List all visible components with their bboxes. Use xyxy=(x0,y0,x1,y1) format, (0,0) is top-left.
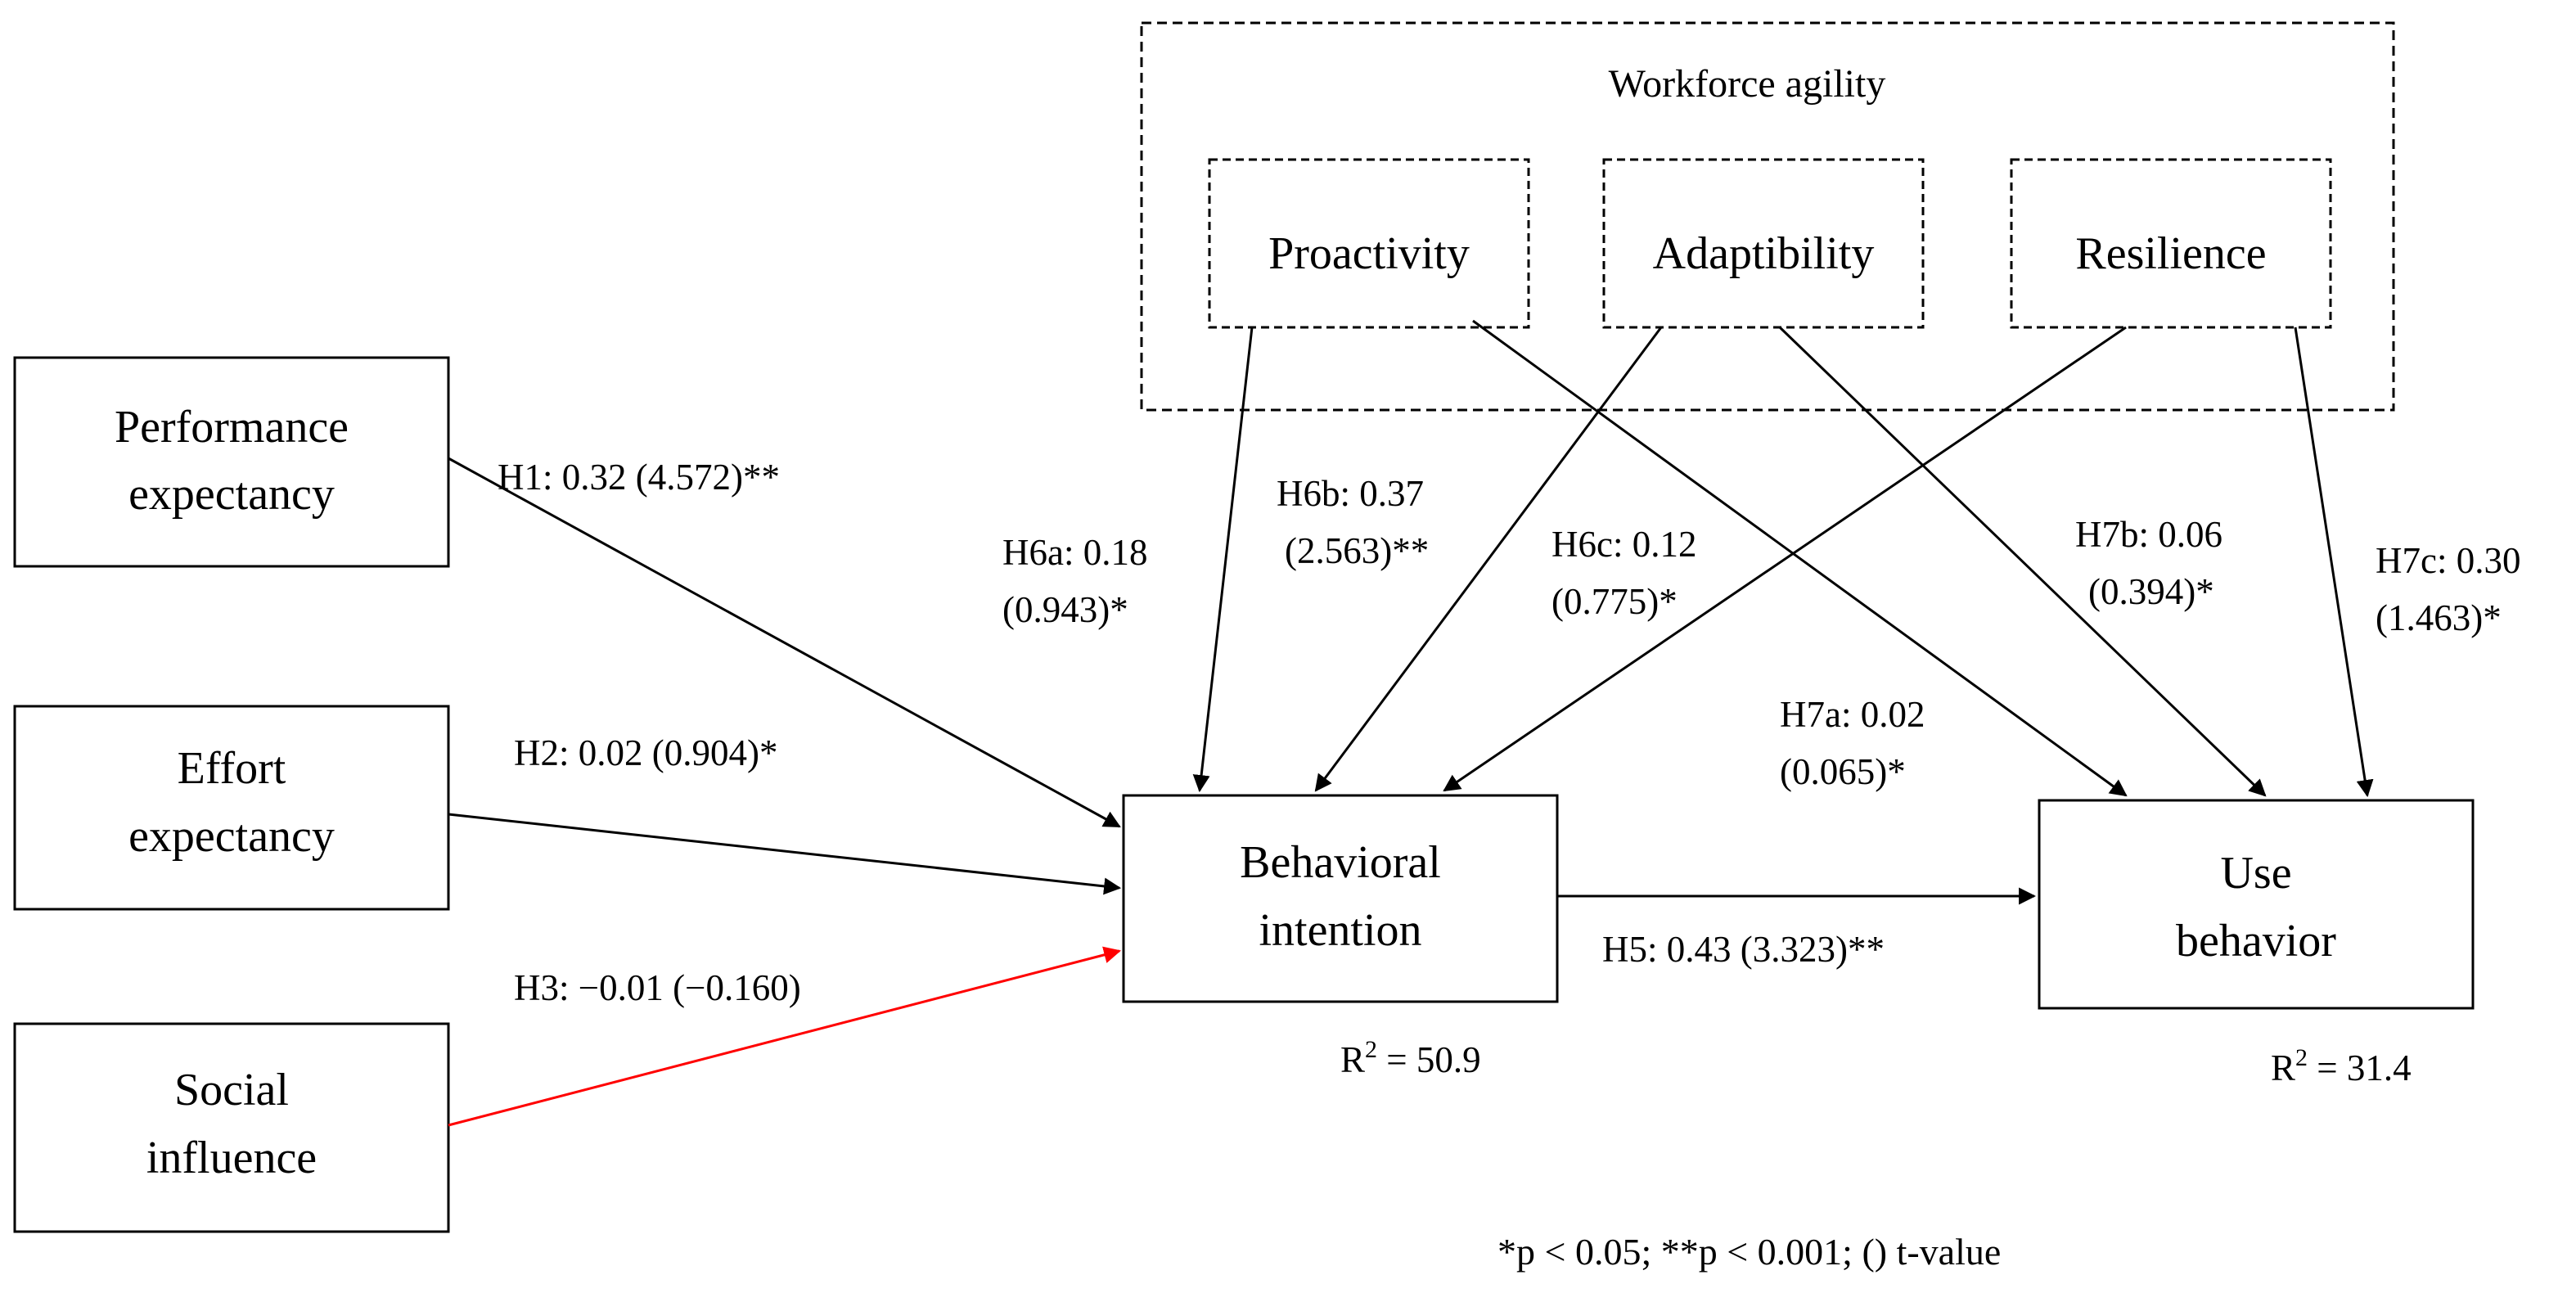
behavioral-intention-box xyxy=(1122,794,1559,1003)
h7c-label-2: (1.463)* xyxy=(2376,597,2502,638)
use-behavior-label: Use xyxy=(2220,848,2291,899)
adaptibility-label: Adaptibility xyxy=(1653,228,1875,279)
use-behavior-box xyxy=(2038,799,2475,1010)
h3-arrow xyxy=(448,946,1122,1127)
h7c-arrow xyxy=(2294,327,2374,798)
behavioral-intention-r2: R2 = 50.9 xyxy=(1340,1036,1481,1080)
h2-arrow xyxy=(448,813,1122,895)
h3-label: H3: −0.01 (−0.160) xyxy=(514,967,801,1008)
h2-label: H2: 0.02 (0.904)* xyxy=(514,732,777,773)
h7a-arrow xyxy=(1472,319,2128,797)
social-influence-label: Social xyxy=(174,1065,289,1115)
h6c-label-2: (0.775)* xyxy=(1551,581,1678,622)
h6b-label-2: (2.563)** xyxy=(1285,530,1429,571)
h6c-arrow xyxy=(1443,326,2127,792)
performance-expectancy-box xyxy=(13,356,450,568)
social-influence-label-2: influence xyxy=(146,1133,317,1183)
h7b-label: H7b: 0.06 xyxy=(2075,514,2222,555)
h6b-arrow xyxy=(1314,327,1663,792)
workforce-agility-title: Workforce agility xyxy=(1609,62,1886,106)
h6a-label: H6a: 0.18 xyxy=(1002,532,1147,573)
h6c-label: H6c: 0.12 xyxy=(1551,524,1696,565)
h7c-label: H7c: 0.30 xyxy=(2376,540,2520,581)
h7b-arrow xyxy=(1778,326,2267,797)
h5-label: H5: 0.43 (3.323)** xyxy=(1602,929,1885,970)
use-behavior-r2: R2 = 31.4 xyxy=(2271,1044,2412,1088)
effort-expectancy-label-2: expectancy xyxy=(128,811,335,862)
performance-expectancy-label: Performance xyxy=(115,402,349,453)
h1-arrow xyxy=(448,457,1121,828)
proactivity-label: Proactivity xyxy=(1268,228,1470,279)
workforce-agility-group xyxy=(1140,21,2395,412)
h7a-label-2: (0.065)* xyxy=(1780,751,1906,792)
behavioral-intention-label-2: intention xyxy=(1259,905,1421,956)
behavioral-intention-label: Behavioral xyxy=(1240,837,1441,888)
resilience-label: Resilience xyxy=(2075,228,2266,279)
proactivity-box xyxy=(1208,158,1530,329)
resilience-box xyxy=(2010,158,2332,329)
h6a-arrow xyxy=(1192,327,1254,793)
effort-expectancy-box xyxy=(13,705,450,911)
h6a-label-2: (0.943)* xyxy=(1002,589,1128,630)
h7b-label-2: (0.394)* xyxy=(2088,571,2214,612)
significance-footnote: *p < 0.05; **p < 0.001; () t-value xyxy=(1497,1231,2001,1273)
h1-label: H1: 0.32 (4.572)** xyxy=(498,457,780,498)
adaptibility-box xyxy=(1602,158,1925,329)
h6b-label: H6b: 0.37 xyxy=(1277,473,1424,514)
performance-expectancy-label-2: expectancy xyxy=(128,469,335,520)
social-influence-box xyxy=(13,1022,450,1233)
effort-expectancy-label: Effort xyxy=(178,743,286,794)
h7a-label: H7a: 0.02 xyxy=(1780,694,1925,735)
use-behavior-label-2: behavior xyxy=(2176,916,2336,966)
